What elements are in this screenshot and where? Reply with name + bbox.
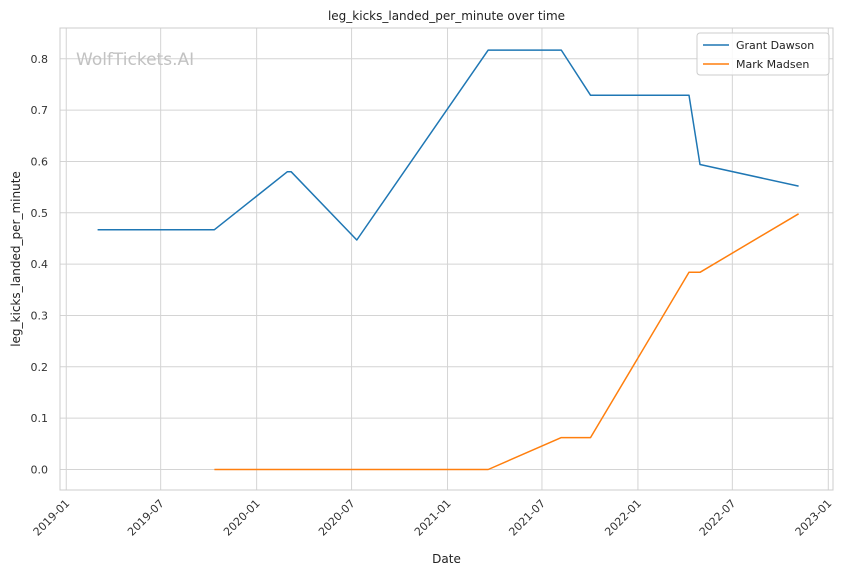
x-tick-labels: 2019-01 2019-07 2020-01 2020-07 2021-01 2021-…	[31, 497, 835, 539]
x-tick-label: 2019-07	[125, 497, 167, 539]
x-axis-title: Date	[432, 552, 461, 566]
legend: Grant Dawson Mark Madsen	[696, 32, 830, 76]
series-lines	[97, 49, 799, 471]
x-tick-label: 2019-01	[31, 497, 73, 539]
legend-box	[696, 32, 830, 76]
legend-label: Mark Madsen	[736, 58, 809, 71]
y-tick-labels: 0.0 0.1 0.2 0.3 0.4 0.5 0.6 0.7 0.8	[31, 53, 49, 477]
series-line-0	[97, 49, 799, 241]
grid-lines	[60, 28, 833, 490]
y-tick-label: 0.0	[31, 463, 49, 476]
x-tick-label: 2022-07	[697, 497, 739, 539]
y-tick-label: 0.3	[31, 309, 49, 322]
y-tick-label: 0.5	[31, 207, 49, 220]
x-tick-label: 2021-01	[412, 497, 454, 539]
y-tick-label: 0.1	[31, 412, 49, 425]
y-tick-label: 0.6	[31, 155, 49, 168]
x-tick-label: 2021-07	[506, 497, 548, 539]
x-tick-label: 2023-01	[793, 497, 835, 539]
x-tick-label: 2020-07	[316, 497, 358, 539]
y-tick-label: 0.4	[31, 258, 49, 271]
y-tick-label: 0.2	[31, 361, 49, 374]
y-tick-label: 0.7	[31, 104, 49, 117]
x-tick-label: 2020-01	[221, 497, 263, 539]
plot-area	[59, 27, 834, 491]
watermark: WolfTickets.AI	[76, 50, 194, 70]
legend-label: Grant Dawson	[736, 39, 814, 52]
x-tick-label: 2022-01	[602, 497, 644, 539]
series-line-1	[214, 213, 799, 471]
chart-title: leg_kicks_landed_per_minute over time	[328, 9, 565, 23]
y-axis-title: leg_kicks_landed_per_minute	[9, 171, 23, 347]
y-tick-label: 0.8	[31, 53, 49, 66]
